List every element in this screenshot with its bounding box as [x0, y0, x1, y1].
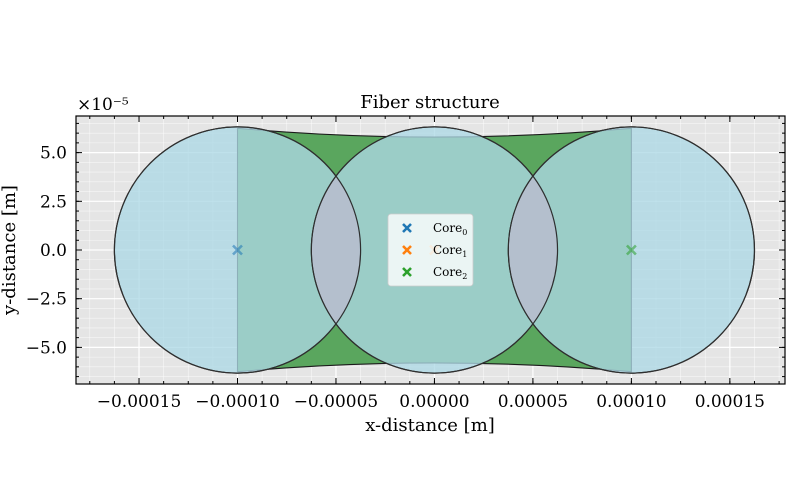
- x-tick-label: 0.00015: [695, 392, 765, 412]
- legend-marker-0: [402, 223, 412, 233]
- legend-label-0: Core0: [433, 221, 467, 237]
- core-overlap-0: [311, 176, 360, 324]
- x-axis-label: x-distance [m]: [365, 415, 495, 436]
- core-center-marker-0: [232, 244, 243, 256]
- legend-label-1: Core1: [433, 243, 467, 259]
- x-tick-label: −0.00015: [97, 392, 182, 412]
- x-tick-label: −0.00010: [195, 392, 280, 412]
- y-tick-label: 2.5: [40, 192, 67, 212]
- core-outline-1: [310, 126, 559, 374]
- y-tick-label: −5.0: [26, 338, 67, 358]
- x-tick-label: 0.00010: [596, 392, 666, 412]
- core-outline-0: [113, 126, 362, 374]
- core-overlap-1: [508, 176, 557, 324]
- core-outline-2: [507, 126, 756, 374]
- y-tick-label: 5.0: [40, 144, 67, 164]
- axis-ticks: [76, 116, 785, 384]
- y-tick-labels: −5.0 −2.5 0.0 2.5 5.0: [26, 144, 67, 359]
- legend: Core0 Core1 Core2: [387, 213, 474, 287]
- y-offset-label: ×10⁻⁵: [77, 95, 129, 115]
- core-center-marker-2: [625, 244, 637, 256]
- x-tick-label: −0.00005: [294, 392, 379, 412]
- y-tick-label: 0.0: [40, 241, 67, 261]
- y-tick-label: −2.5: [26, 290, 67, 310]
- legend-label-2: Core2: [433, 265, 467, 281]
- legend-marker-2: [402, 267, 412, 277]
- x-tick-labels: −0.00015 −0.00010 −0.00005 0.00000 0.00005 0.…: [97, 392, 765, 412]
- legend-marker-1: [402, 245, 412, 255]
- y-axis-label: y-distance [m]: [0, 185, 20, 316]
- x-tick-label: 0.00005: [498, 392, 568, 412]
- x-tick-label: 0.00000: [399, 392, 469, 412]
- chart-title: Fiber structure: [360, 92, 500, 113]
